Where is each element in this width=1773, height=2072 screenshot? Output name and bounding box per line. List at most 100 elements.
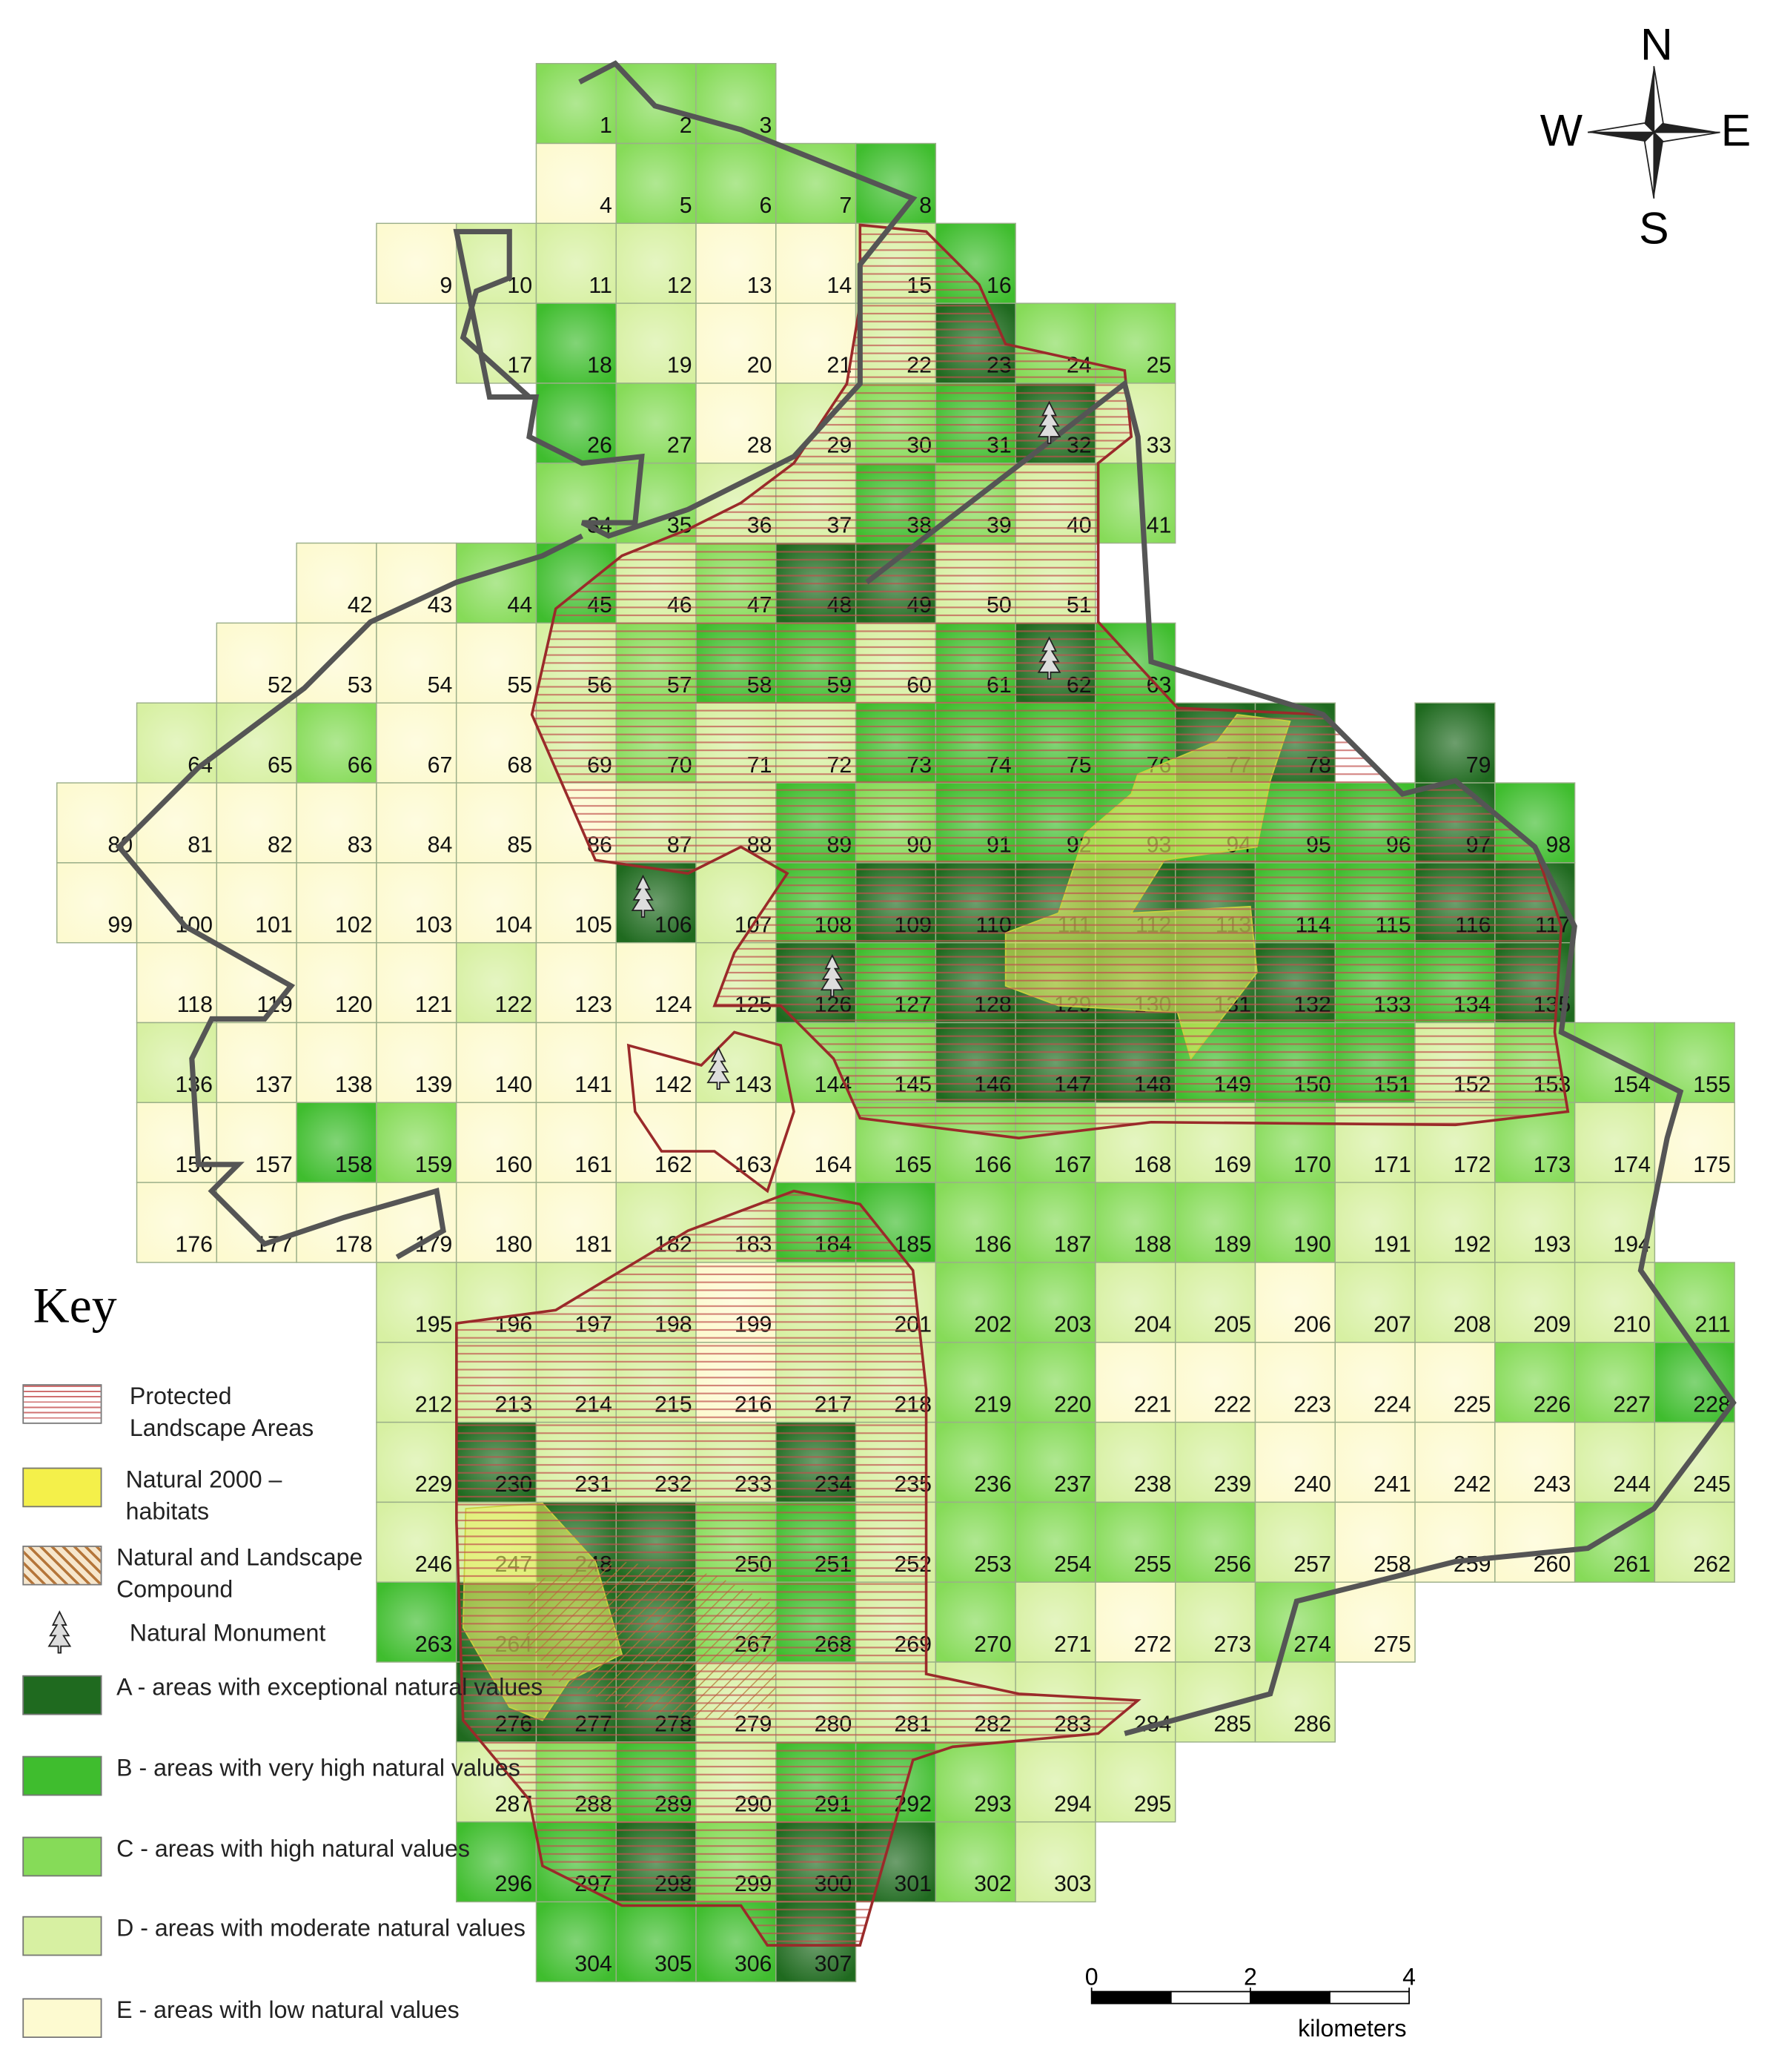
cell-label: 256 [1214,1552,1252,1577]
cell-label: 307 [815,1952,852,1976]
cell-shade [216,623,297,704]
cell-shade [136,703,217,784]
cell-shade [1494,1342,1575,1423]
cell-shade [456,1102,537,1183]
cell-shade [376,1342,457,1423]
cell-shade [536,383,617,463]
cell-shade [296,942,377,1023]
cell-shade [935,1741,1016,1822]
cell-shade [1574,1422,1655,1503]
cell-shade [376,942,457,1023]
cell-label: 211 [1694,1312,1730,1337]
cell-shade [1015,1342,1096,1423]
cell-shade [775,1102,856,1183]
cell-label: 101 [255,913,293,937]
cell-label: 164 [815,1153,852,1177]
cell-shade [1095,1502,1176,1583]
cell-shade [1095,1342,1176,1423]
cell-label: 204 [1134,1312,1172,1337]
cell-shade [775,223,856,304]
cell-label: 237 [1054,1472,1092,1497]
cell-label: 159 [415,1153,453,1177]
cell-label: 190 [1293,1233,1331,1257]
cell-label: 169 [1214,1153,1252,1177]
cell-shade [456,1182,537,1262]
cell-label: 8 [919,193,932,218]
monument-icon [820,953,844,998]
cell-label: 257 [1293,1552,1331,1577]
cell-shade [1654,1262,1735,1343]
cell-shade [696,383,776,463]
compass-star [1653,66,1664,134]
key-label: B - areas with very high natural values [116,1755,520,1781]
cell-label: 28 [747,433,772,457]
cell-label: 106 [654,913,692,937]
compass-s: S [1639,202,1668,253]
cell-label: 14 [826,274,852,298]
cell-label: 81 [188,833,213,858]
cell-shade [376,543,457,623]
cell-shade [536,143,617,224]
cell-shade [1255,1422,1336,1503]
cell-label: 17 [507,354,532,378]
cell-shade [56,862,137,943]
cell-label: 303 [1054,1872,1092,1896]
boundary [115,60,1737,1736]
cell-label: 226 [1534,1392,1571,1417]
cell-shade [216,1022,297,1103]
cell-shade [616,862,697,943]
cell-shade [616,143,697,224]
cell-label: 79 [1466,753,1491,778]
cell-label: 123 [574,993,612,1017]
key-label: Natural and Landscape Compound [116,1544,363,1603]
cell-label: 188 [1134,1233,1172,1257]
cell-label: 186 [974,1233,1012,1257]
cell-shade [935,1182,1016,1262]
cell-label: 105 [574,913,612,937]
cell-label: 82 [268,833,293,858]
cell-label: 181 [574,1233,612,1257]
compass-star [1643,130,1655,199]
cell-shade [136,942,217,1023]
cell-label: 121 [415,993,453,1017]
cell-shade [1095,1262,1176,1343]
cell-shade [296,703,377,784]
key-label: Natural Monument [129,1619,326,1646]
cell-shade [696,303,776,383]
cell-shade [616,383,697,463]
cell-label: 243 [1534,1472,1571,1497]
cell-label: 68 [507,753,532,778]
cell-label: 53 [348,673,373,698]
cell-label: 98 [1546,833,1571,858]
cell-shade [935,1422,1016,1503]
cell-shade [376,1102,457,1183]
monument-icon [631,874,655,918]
cell-label: 178 [335,1233,373,1257]
cell-shade [536,1182,617,1262]
cell-label: 175 [1693,1153,1731,1177]
cell-shade [1255,1502,1336,1583]
cell-label: 160 [494,1153,532,1177]
cell-shade [136,1182,217,1262]
cell-shade [1255,1342,1336,1423]
cell-label: 202 [974,1312,1012,1337]
cell-shade [1015,1262,1096,1343]
cell-shade [696,1022,776,1103]
cell-shade [1015,1821,1096,1902]
cell-shade [536,223,617,304]
cell-label: 207 [1373,1312,1411,1337]
cell-shade [1015,1741,1096,1822]
cell-label: 205 [1214,1312,1252,1337]
cell-label: 140 [494,1073,532,1097]
cell-label: 137 [255,1073,293,1097]
cell-label: 163 [735,1153,772,1177]
cell-label: 189 [1214,1233,1252,1257]
cell-label: 6 [760,193,772,218]
cell-shade [1335,1582,1416,1663]
cell-shade [296,1102,377,1183]
cell-label: 180 [494,1233,532,1257]
key-swatch [22,1384,102,1424]
cell-shade [616,303,697,383]
cell-label: 195 [415,1312,453,1337]
